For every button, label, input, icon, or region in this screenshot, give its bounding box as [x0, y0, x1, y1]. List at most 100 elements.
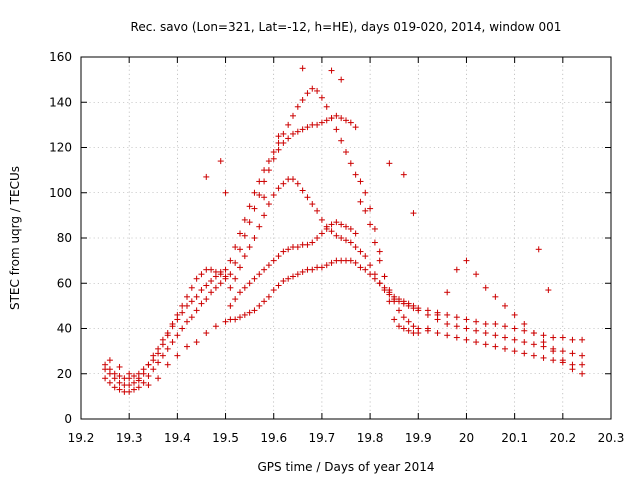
data-point — [193, 307, 200, 314]
data-point — [511, 348, 518, 355]
data-point — [328, 67, 335, 74]
data-point — [314, 87, 321, 94]
data-point — [333, 112, 340, 119]
data-point — [111, 370, 118, 377]
data-point — [126, 388, 133, 395]
x-tick-label: 20.1 — [501, 431, 528, 445]
data-point — [352, 171, 359, 178]
data-point — [362, 266, 369, 273]
data-point — [400, 171, 407, 178]
data-point — [410, 305, 417, 312]
data-point — [347, 160, 354, 167]
y-tick-label: 140 — [49, 95, 72, 109]
x-axis-label: GPS time / Days of year 2014 — [257, 460, 434, 474]
data-point — [237, 264, 243, 271]
data-point — [246, 244, 253, 251]
data-point — [241, 216, 248, 223]
data-point — [309, 239, 316, 246]
data-point — [410, 323, 417, 330]
data-point — [270, 192, 277, 199]
data-point — [285, 135, 292, 142]
data-point — [347, 225, 354, 232]
chart-title: Rec. savo (Lon=321, Lat=-12, h=HE), days… — [131, 20, 562, 34]
data-point — [290, 112, 296, 119]
data-point — [511, 336, 518, 343]
data-point — [145, 373, 152, 380]
data-point — [304, 90, 311, 97]
data-point — [155, 350, 162, 357]
data-point — [381, 273, 388, 280]
data-point — [338, 235, 345, 241]
data-point — [275, 133, 282, 140]
data-point — [453, 334, 460, 341]
data-point — [511, 311, 518, 318]
data-point — [145, 361, 152, 368]
data-point — [338, 115, 345, 122]
data-point — [184, 343, 190, 350]
data-point — [314, 207, 321, 214]
data-point — [463, 316, 470, 323]
data-point — [188, 284, 195, 291]
data-point — [232, 316, 239, 323]
y-tick-label: 40 — [57, 322, 72, 336]
x-tick-label: 20.3 — [598, 431, 625, 445]
data-point — [290, 130, 296, 137]
data-point — [521, 320, 528, 327]
data-point — [492, 343, 499, 350]
data-point — [318, 230, 325, 237]
data-point — [347, 239, 354, 246]
data-point — [261, 167, 268, 174]
data-point — [545, 287, 552, 294]
y-tick-label: 0 — [64, 412, 72, 426]
data-point — [251, 275, 258, 282]
data-point — [521, 327, 528, 334]
data-point — [540, 354, 547, 361]
data-point — [126, 370, 133, 377]
data-point — [140, 366, 147, 373]
data-point — [579, 352, 586, 359]
data-point — [116, 386, 123, 393]
data-point — [299, 65, 306, 72]
data-point — [579, 370, 586, 377]
x-tick-label: 19.7 — [309, 431, 336, 445]
data-point — [232, 275, 239, 282]
data-point — [492, 293, 499, 300]
data-point — [559, 357, 566, 364]
data-point — [343, 117, 349, 124]
data-point — [256, 302, 263, 309]
data-point — [155, 359, 162, 366]
data-point — [530, 330, 537, 337]
x-tick-label: 19.2 — [68, 431, 95, 445]
data-point — [410, 210, 417, 217]
data-point — [569, 336, 576, 343]
data-point — [453, 314, 460, 321]
data-point — [275, 282, 282, 289]
data-point — [251, 307, 258, 314]
data-point — [492, 320, 499, 327]
data-point — [294, 244, 301, 251]
data-point — [212, 323, 219, 330]
data-point — [116, 373, 123, 380]
data-point — [347, 119, 354, 126]
data-point — [265, 262, 272, 269]
data-point — [222, 266, 229, 273]
data-point — [285, 246, 292, 253]
x-tick-label: 19.6 — [260, 431, 287, 445]
data-point — [299, 96, 306, 103]
data-point — [164, 345, 171, 352]
data-point — [579, 336, 586, 343]
data-point — [193, 339, 200, 346]
data-point — [473, 318, 480, 325]
data-point — [193, 293, 200, 300]
y-tick-label: 160 — [49, 50, 72, 64]
data-point — [309, 266, 316, 273]
data-point — [227, 302, 234, 309]
data-point — [328, 221, 335, 228]
data-point — [184, 318, 190, 325]
data-point — [237, 314, 243, 321]
data-point — [261, 212, 268, 219]
x-tick-label: 19.4 — [164, 431, 191, 445]
data-point — [521, 350, 528, 357]
data-point — [424, 311, 431, 318]
data-point — [256, 192, 263, 199]
